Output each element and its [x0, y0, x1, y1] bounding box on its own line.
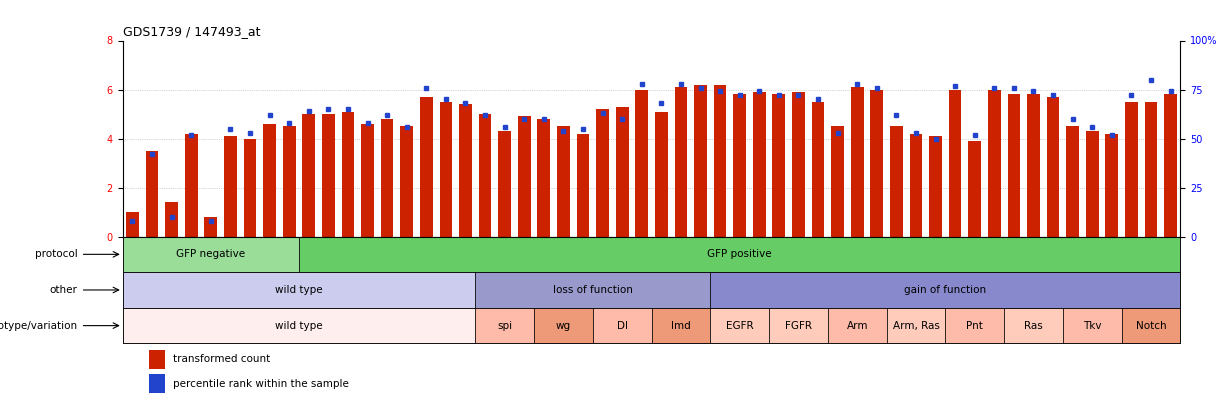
Bar [710, 272, 1180, 308]
Bar [225, 136, 237, 237]
Text: GFP negative: GFP negative [177, 249, 245, 259]
Bar [1007, 94, 1021, 237]
Bar [299, 237, 1180, 272]
Bar [828, 308, 887, 343]
Bar [714, 85, 726, 237]
Bar [1066, 126, 1079, 237]
Bar [890, 126, 903, 237]
Bar [302, 114, 315, 237]
Text: wild type: wild type [275, 285, 323, 295]
Bar [1164, 94, 1177, 237]
Text: GFP positive: GFP positive [707, 249, 772, 259]
Bar [929, 136, 942, 237]
Bar [479, 114, 492, 237]
Bar [1004, 308, 1063, 343]
Bar [557, 126, 569, 237]
Bar [793, 92, 805, 237]
Bar [769, 308, 828, 343]
Bar [321, 114, 335, 237]
Bar [1063, 308, 1121, 343]
Text: loss of function: loss of function [553, 285, 633, 295]
Text: other: other [50, 285, 77, 295]
Text: EGFR: EGFR [726, 321, 753, 330]
Bar [534, 308, 593, 343]
Text: gain of function: gain of function [904, 285, 987, 295]
Bar [205, 217, 217, 237]
Bar [596, 109, 609, 237]
Bar [1125, 102, 1137, 237]
Bar [123, 237, 299, 272]
Text: Imd: Imd [671, 321, 691, 330]
Bar [400, 126, 413, 237]
Text: spi: spi [497, 321, 512, 330]
Text: wild type: wild type [275, 321, 323, 330]
Bar [655, 111, 667, 237]
Bar [831, 126, 844, 237]
Text: Arm, Ras: Arm, Ras [892, 321, 940, 330]
Bar [811, 102, 825, 237]
Bar [420, 97, 433, 237]
Bar [988, 90, 1001, 237]
Bar [753, 92, 766, 237]
Bar [593, 308, 652, 343]
Bar [264, 124, 276, 237]
Bar [439, 102, 453, 237]
Bar [126, 212, 139, 237]
Bar [1086, 131, 1098, 237]
Bar [1145, 102, 1157, 237]
Bar [1047, 97, 1059, 237]
Bar [734, 94, 746, 237]
Text: transformed count: transformed count [173, 354, 271, 364]
Bar [185, 134, 198, 237]
Bar [282, 126, 296, 237]
Bar [150, 374, 164, 393]
Bar [577, 134, 589, 237]
Text: Ras: Ras [1025, 321, 1043, 330]
Bar [1121, 308, 1180, 343]
Bar [850, 87, 864, 237]
Bar [123, 308, 475, 343]
Bar [361, 124, 374, 237]
Bar [475, 308, 534, 343]
Text: Dl: Dl [617, 321, 628, 330]
Text: Pnt: Pnt [967, 321, 983, 330]
Bar [968, 141, 982, 237]
Bar [948, 90, 962, 237]
Text: percentile rank within the sample: percentile rank within the sample [173, 379, 350, 388]
Bar [537, 119, 550, 237]
Bar [459, 104, 472, 237]
Bar [244, 139, 256, 237]
Bar [498, 131, 510, 237]
Bar [652, 308, 710, 343]
Text: wg: wg [556, 321, 571, 330]
Bar [710, 308, 769, 343]
Bar [887, 308, 945, 343]
Bar [123, 272, 475, 308]
Text: Notch: Notch [1136, 321, 1167, 330]
Text: protocol: protocol [34, 249, 77, 259]
Bar [1027, 94, 1039, 237]
Bar [518, 117, 530, 237]
Bar [380, 119, 394, 237]
Bar [475, 272, 710, 308]
Text: Tkv: Tkv [1083, 321, 1102, 330]
Text: genotype/variation: genotype/variation [0, 321, 77, 330]
Bar [341, 111, 355, 237]
Text: FGFR: FGFR [785, 321, 812, 330]
Bar [694, 85, 707, 237]
Bar [146, 151, 158, 237]
Bar [675, 87, 687, 237]
Bar [636, 90, 648, 237]
Bar [1106, 134, 1118, 237]
Bar [773, 94, 785, 237]
Bar [166, 202, 178, 237]
Bar [150, 350, 164, 369]
Bar [909, 134, 923, 237]
Bar [870, 90, 883, 237]
Bar [616, 107, 628, 237]
Bar [945, 308, 1004, 343]
Text: Arm: Arm [847, 321, 867, 330]
Text: GDS1739 / 147493_at: GDS1739 / 147493_at [123, 25, 260, 38]
